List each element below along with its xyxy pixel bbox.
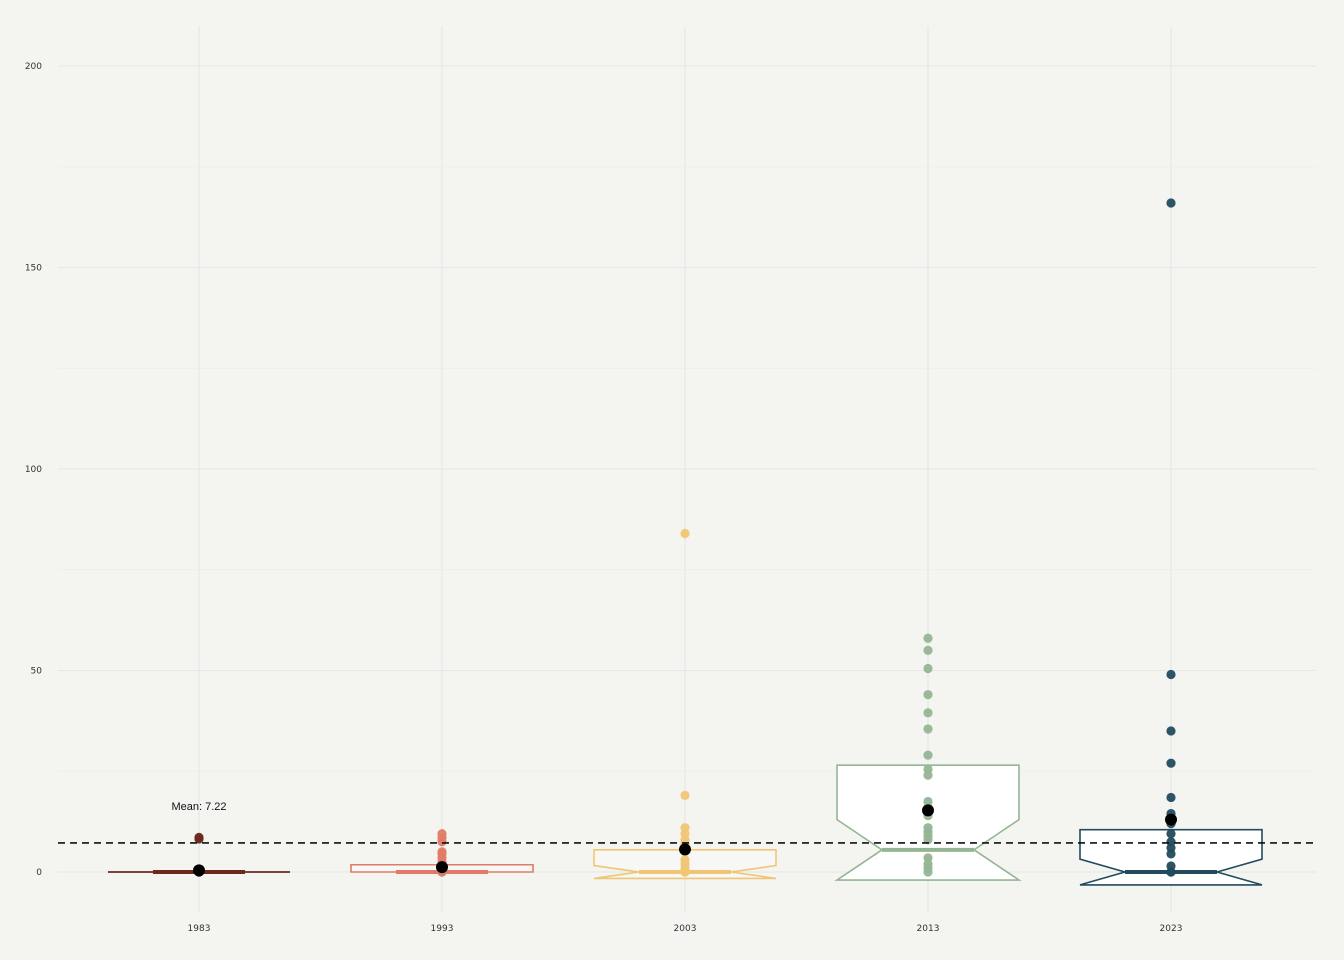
data-point-1983 <box>194 832 204 842</box>
data-point-2013 <box>923 645 933 655</box>
data-point-2013 <box>923 853 933 863</box>
data-point-2023 <box>1166 829 1176 839</box>
mean-reference: Mean: 7.22 <box>58 801 1316 844</box>
mean-marker-1993 <box>436 861 448 874</box>
grid <box>58 26 1316 912</box>
data-point-2013 <box>923 633 933 643</box>
data-point-2023 <box>1166 726 1176 736</box>
x-axis: 1983 1993 2003 2013 2023 <box>188 924 1183 934</box>
data-point-1993 <box>437 829 447 839</box>
data-point-2003 <box>680 528 690 539</box>
x-tick-label: 1983 <box>188 924 211 934</box>
mean-marker-2013 <box>922 804 934 817</box>
mean-marker-2023 <box>1165 813 1177 826</box>
mean-marker-1983 <box>193 864 205 877</box>
data-point-2013 <box>923 796 933 807</box>
x-tick-label: 1993 <box>431 924 454 934</box>
data-point-2013 <box>923 764 933 774</box>
data-point-2013 <box>923 663 933 674</box>
x-tick-label: 2023 <box>1160 924 1183 934</box>
data-point-1993 <box>437 847 447 857</box>
data-point-2003 <box>680 823 690 833</box>
data-point-2023 <box>1166 198 1176 208</box>
data-point-2023 <box>1166 758 1176 768</box>
data-point-2013 <box>923 690 933 700</box>
data-point-2003 <box>680 855 690 865</box>
mean-marker-2003 <box>679 843 691 856</box>
y-axis: 0 50 100 150 200 <box>25 62 42 878</box>
y-tick-label: 200 <box>25 62 42 72</box>
data-point-2013 <box>923 823 933 833</box>
points <box>193 198 1177 877</box>
data-point-2013 <box>923 708 933 718</box>
data-point-2023 <box>1166 792 1176 803</box>
data-point-2003 <box>680 790 690 801</box>
y-tick-label: 0 <box>36 868 42 878</box>
data-point-2013 <box>923 750 933 760</box>
x-tick-label: 2003 <box>674 924 697 934</box>
data-point-2023 <box>1166 861 1176 871</box>
data-point-2013 <box>923 724 933 734</box>
y-tick-label: 100 <box>25 465 42 475</box>
data-point-2023 <box>1166 669 1176 680</box>
data-point-2023 <box>1166 837 1176 847</box>
x-tick-label: 2013 <box>917 924 940 934</box>
y-tick-label: 50 <box>31 667 43 677</box>
y-tick-label: 150 <box>25 264 42 274</box>
overall-mean-label: Mean: 7.22 <box>171 801 226 813</box>
